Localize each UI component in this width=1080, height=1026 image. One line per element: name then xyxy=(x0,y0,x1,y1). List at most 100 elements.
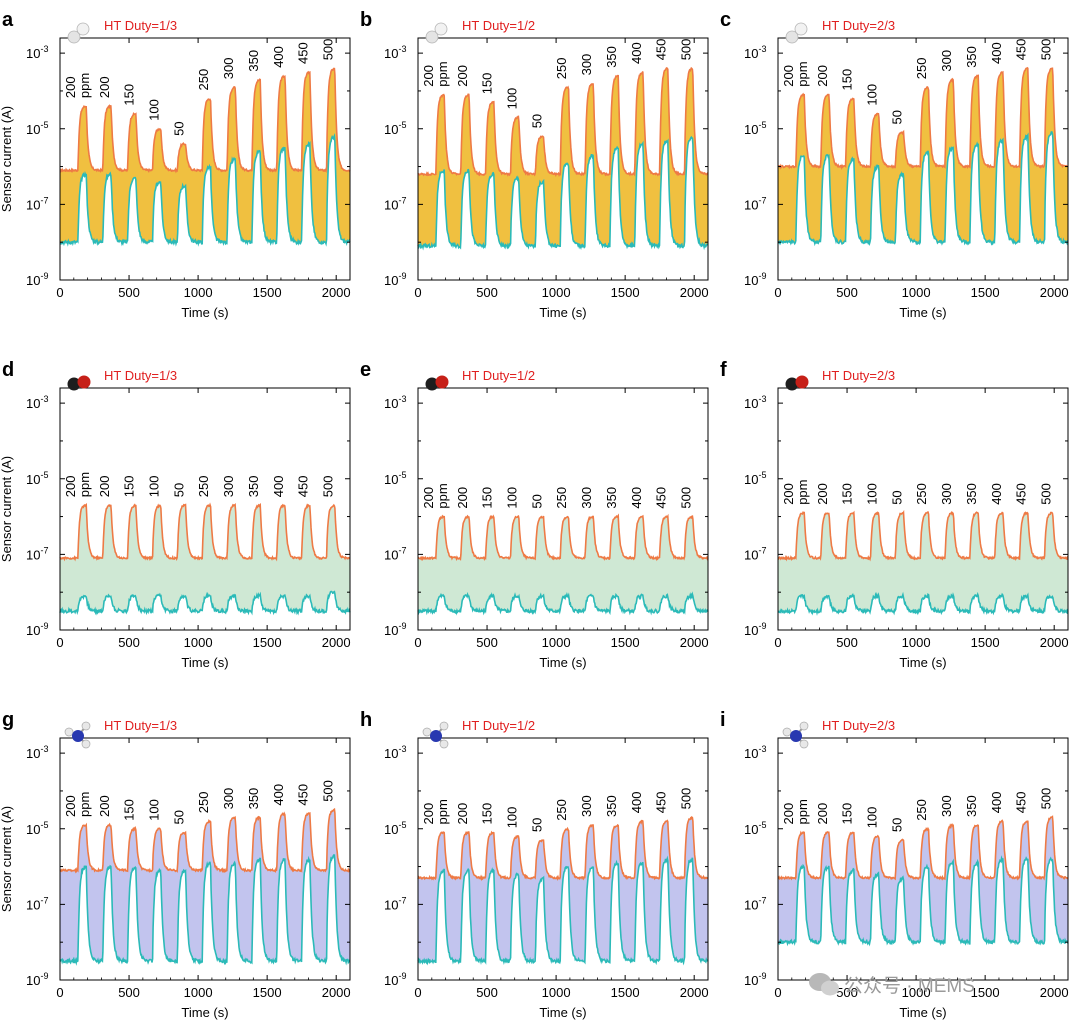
axes-frame-e xyxy=(417,387,709,631)
y-tick-label: 10-7 xyxy=(26,545,48,562)
panel-letter: h xyxy=(360,709,372,731)
y-tick-label: 10-7 xyxy=(744,895,766,912)
x-tick-label: 0 xyxy=(774,285,781,300)
x-tick-label: 2000 xyxy=(680,985,709,1000)
series-upper-h xyxy=(417,815,709,882)
axes-frame-g xyxy=(59,737,351,981)
y-tick-label: 10-7 xyxy=(744,545,766,562)
concentration-label: 200 xyxy=(63,795,78,817)
o-atom xyxy=(77,375,91,389)
concentration-label: 50 xyxy=(529,114,544,128)
duty-label: HT Duty=1/2 xyxy=(462,368,535,383)
concentration-label: 350 xyxy=(246,788,261,810)
x-tick-label: 1500 xyxy=(971,985,1000,1000)
concentration-label: 300 xyxy=(579,487,594,509)
x-tick-label: 0 xyxy=(56,985,63,1000)
concentration-label: 200 xyxy=(97,76,112,98)
y-tick-label: 10-9 xyxy=(384,971,406,988)
x-tick-label: 500 xyxy=(836,285,858,300)
concentration-label: 150 xyxy=(122,475,137,497)
y-tick-label: 10-7 xyxy=(384,545,406,562)
ppm-unit-label: ppm xyxy=(77,472,92,497)
x-tick-label: 1000 xyxy=(542,635,571,650)
panel-letter: c xyxy=(720,9,731,31)
concentration-label: 400 xyxy=(629,487,644,509)
concentration-label: 450 xyxy=(654,791,669,813)
x-axis-title: Time (s) xyxy=(539,655,586,670)
co-molecule-icon xyxy=(785,375,809,391)
x-axis-title: Time (s) xyxy=(899,305,946,320)
y-tick-label: 10-3 xyxy=(384,394,406,411)
x-tick-label: 1500 xyxy=(253,635,282,650)
axes-frame-b xyxy=(417,37,709,281)
c-atom xyxy=(425,377,439,391)
y-tick-label: 10-9 xyxy=(26,621,48,638)
band-fill-i xyxy=(778,816,1068,944)
concentration-label: 500 xyxy=(679,39,694,61)
concentration-label: 150 xyxy=(480,803,495,825)
watermark: 公众号 · MEMS xyxy=(809,973,975,997)
concentration-label: 300 xyxy=(939,795,954,817)
concentration-label: 450 xyxy=(1014,791,1029,813)
h2-molecule-icon xyxy=(425,22,448,44)
concentration-label: 350 xyxy=(964,46,979,68)
concentration-label: 200 xyxy=(63,76,78,98)
y-tick-label: 10-7 xyxy=(384,895,406,912)
concentration-label: 400 xyxy=(629,42,644,64)
h-atom xyxy=(799,739,809,749)
axes-frame-d xyxy=(59,387,351,631)
x-tick-label: 500 xyxy=(836,985,858,1000)
x-tick-label: 1000 xyxy=(184,985,213,1000)
h-atom xyxy=(434,22,448,36)
duty-label: HT Duty=2/3 xyxy=(822,718,895,733)
panel-letter: b xyxy=(360,9,372,31)
y-axis-title: Sensor current (A) xyxy=(0,456,14,562)
concentration-label: 200 xyxy=(781,803,796,825)
x-tick-label: 2000 xyxy=(322,635,351,650)
h-atom xyxy=(439,739,449,749)
series-lower-h xyxy=(417,855,709,966)
axes-frame-c xyxy=(777,37,1069,281)
y-tick-label: 10-3 xyxy=(744,394,766,411)
x-tick-label: 1000 xyxy=(184,635,213,650)
concentration-label: 400 xyxy=(989,42,1004,64)
y-tick-label: 10-7 xyxy=(26,895,48,912)
wechat-icon-bubble xyxy=(821,980,839,996)
h-atom xyxy=(422,727,432,737)
duty-label: HT Duty=1/3 xyxy=(104,718,177,733)
ppm-unit-label: ppm xyxy=(435,61,450,86)
co-molecule-icon xyxy=(425,375,449,391)
axes-frame-h xyxy=(417,737,709,981)
concentration-label: 200 xyxy=(455,487,470,509)
x-tick-label: 0 xyxy=(56,635,63,650)
concentration-label: 50 xyxy=(889,818,904,832)
concentration-label: 350 xyxy=(246,50,261,72)
x-axis-title: Time (s) xyxy=(899,655,946,670)
o-atom xyxy=(435,375,449,389)
x-axis-title: Time (s) xyxy=(539,305,586,320)
panel-letter: a xyxy=(2,9,14,31)
x-tick-label: 2000 xyxy=(1040,285,1069,300)
x-axis-title: Time (s) xyxy=(181,1005,228,1020)
y-tick-label: 10-3 xyxy=(744,44,766,61)
band-fill-h xyxy=(418,817,708,963)
x-tick-label: 1500 xyxy=(253,985,282,1000)
concentration-label: 350 xyxy=(964,483,979,505)
concentration-label: 200 xyxy=(455,65,470,87)
band-fill-d xyxy=(60,504,350,613)
concentration-label: 100 xyxy=(147,99,162,121)
y-tick-label: 10-5 xyxy=(26,820,48,837)
h-atom xyxy=(64,727,74,737)
x-axis-title: Time (s) xyxy=(181,655,228,670)
concentration-label: 450 xyxy=(654,39,669,61)
concentration-label: 500 xyxy=(679,788,694,810)
x-tick-label: 2000 xyxy=(1040,635,1069,650)
h-atom xyxy=(799,721,809,731)
concentration-label: 200 xyxy=(781,483,796,505)
y-tick-label: 10-5 xyxy=(744,470,766,487)
x-tick-label: 2000 xyxy=(1040,985,1069,1000)
y-axis-title: Sensor current (A) xyxy=(0,806,14,912)
concentration-label: 250 xyxy=(554,57,569,79)
axes-frame-f xyxy=(777,387,1069,631)
